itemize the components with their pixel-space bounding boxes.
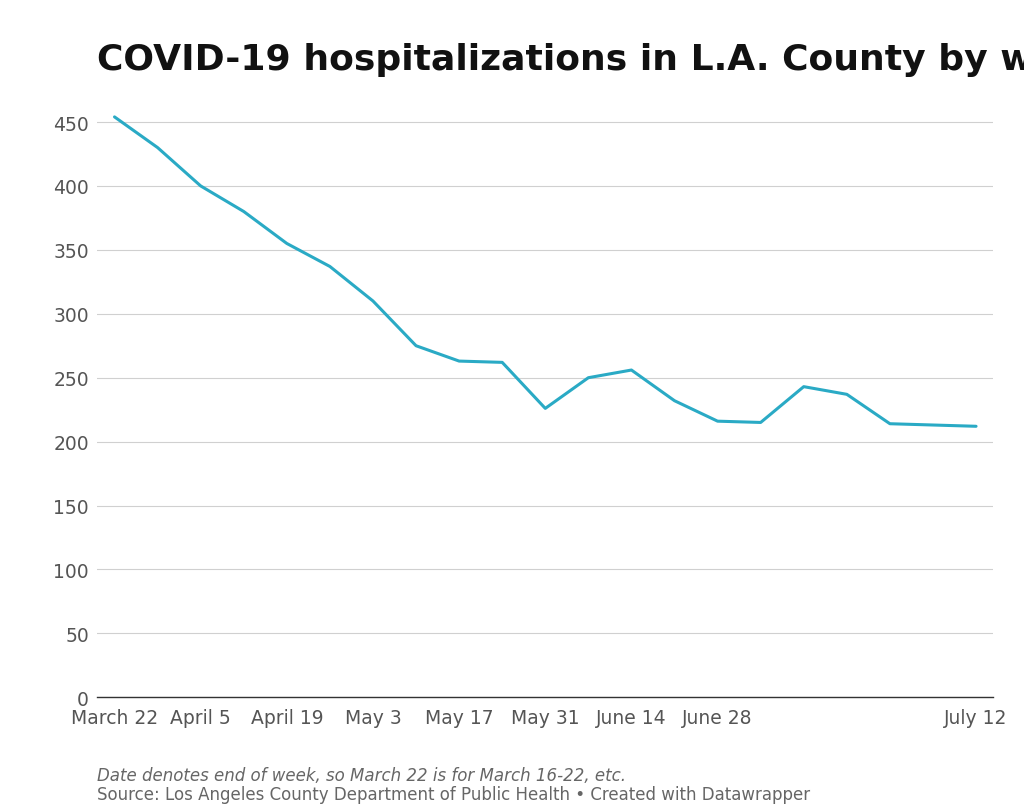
Text: Date denotes end of week, so March 22 is for March 16-22, etc.: Date denotes end of week, so March 22 is…	[97, 766, 627, 784]
Text: Source: Los Angeles County Department of Public Health • Created with Datawrappe: Source: Los Angeles County Department of…	[97, 785, 810, 803]
Text: COVID-19 hospitalizations in L.A. County by week: COVID-19 hospitalizations in L.A. County…	[97, 43, 1024, 76]
